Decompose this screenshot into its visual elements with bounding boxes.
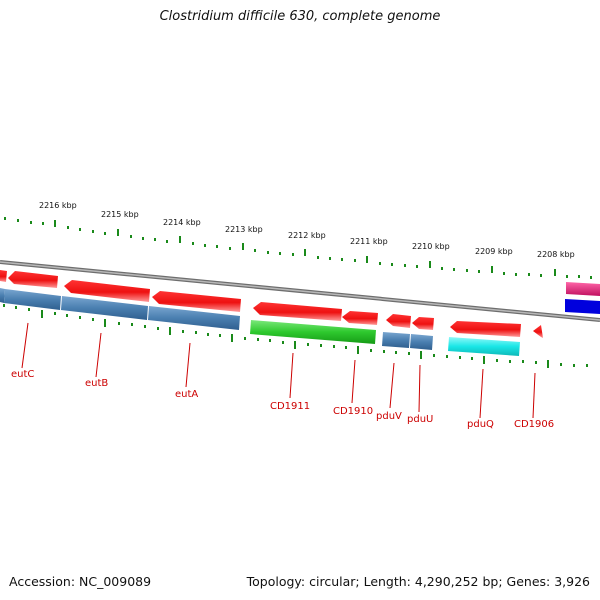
gene-label-CD1910[interactable]: CD1910 — [333, 406, 373, 417]
accession-info: Accession: NC_009089 — [9, 574, 152, 589]
label-leaders — [21, 322, 536, 419]
feature-bar[interactable] — [0, 288, 5, 303]
gene-label-eutB[interactable]: eutB — [85, 378, 108, 389]
gene-label-eutC[interactable]: eutC — [11, 369, 34, 380]
gene-arrow[interactable] — [450, 321, 521, 337]
map-title: Clostridium difficile 630, complete geno… — [159, 9, 441, 24]
gene-arrow[interactable] — [253, 302, 342, 321]
gene-arrow[interactable] — [0, 270, 7, 282]
gene-arrow[interactable] — [342, 311, 378, 325]
scale-label: 2209 kbp — [475, 247, 513, 256]
gene-label-pduV[interactable]: pduV — [376, 411, 402, 422]
scale-label: 2212 kbp — [288, 231, 326, 240]
feature-bar[interactable] — [382, 332, 410, 348]
gene-arrow[interactable] — [412, 317, 434, 330]
feature-track — [0, 282, 600, 356]
inner-ticks — [3, 304, 588, 368]
feature-bar[interactable] — [148, 306, 240, 330]
gene-labels: eutC eutB eutA CD1911 CD1910 pduV pduU p… — [11, 369, 554, 430]
scale-label: 2211 kbp — [350, 237, 388, 246]
feature-bar[interactable] — [566, 282, 600, 296]
scale-label: 2216 kbp — [39, 201, 77, 210]
feature-bar[interactable] — [410, 334, 433, 350]
scale-label: 2208 kbp — [537, 250, 575, 259]
scale-label: 2214 kbp — [163, 218, 201, 227]
feature-bar[interactable] — [565, 299, 600, 314]
gene-label-CD1906[interactable]: CD1906 — [514, 419, 554, 430]
gene-label-CD1911[interactable]: CD1911 — [270, 401, 310, 412]
gene-label-pduQ[interactable]: pduQ — [467, 419, 494, 430]
gene-label-pduU[interactable]: pduU — [407, 414, 433, 425]
genome-summary: Topology: circular; Length: 4,290,252 bp… — [246, 574, 590, 589]
gene-arrow[interactable] — [533, 325, 543, 338]
gene-arrow[interactable] — [152, 291, 241, 312]
gene-arrow[interactable] — [8, 271, 58, 288]
scale-label: 2215 kbp — [101, 210, 139, 219]
scale-label: 2210 kbp — [412, 242, 450, 251]
feature-bar[interactable] — [250, 320, 376, 344]
feature-bar[interactable] — [448, 337, 520, 356]
red-cds-track — [0, 270, 543, 338]
scale-label: 2213 kbp — [225, 225, 263, 234]
gene-label-eutA[interactable]: eutA — [175, 389, 198, 400]
feature-bar[interactable] — [4, 289, 61, 310]
feature-bar[interactable] — [61, 296, 148, 320]
scale-ticks — [4, 217, 592, 279]
gene-arrow[interactable] — [64, 280, 150, 302]
gene-arrow[interactable] — [386, 314, 411, 328]
scale-labels: 2216 kbp 2215 kbp 2214 kbp 2213 kbp 2212… — [39, 201, 575, 259]
